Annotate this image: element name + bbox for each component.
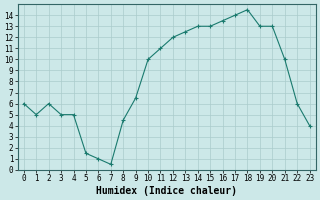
X-axis label: Humidex (Indice chaleur): Humidex (Indice chaleur): [96, 186, 237, 196]
